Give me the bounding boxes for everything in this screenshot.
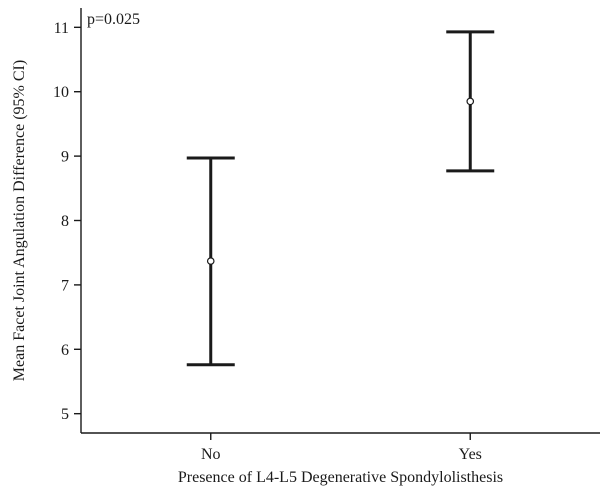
y-axis-label: Mean Facet Joint Angulation Difference (… — [11, 60, 28, 381]
y-tick-label: 10 — [53, 84, 69, 101]
y-tick-label: 9 — [61, 149, 69, 166]
errorbar-no — [186, 156, 235, 367]
y-tick-label: 6 — [61, 342, 69, 359]
errorbar-yes — [446, 30, 495, 173]
y-tick-label: 8 — [61, 213, 69, 230]
mean-point — [466, 97, 475, 106]
x-tick-label: No — [201, 446, 221, 463]
x-tick-label: Yes — [459, 446, 482, 463]
x-axis-label: Presence of L4-L5 Degenerative Spondylol… — [178, 469, 503, 486]
y-tick-label: 7 — [61, 277, 69, 294]
y-ticks: 5 6 7 8 9 10 11 — [53, 20, 81, 423]
x-ticks: No Yes — [201, 433, 482, 463]
y-tick-label: 5 — [61, 406, 69, 423]
p-value-annotation: p=0.025 — [87, 11, 140, 28]
mean-point — [206, 257, 215, 265]
y-tick-label: 11 — [54, 20, 69, 37]
errorbar-marks — [186, 30, 495, 367]
